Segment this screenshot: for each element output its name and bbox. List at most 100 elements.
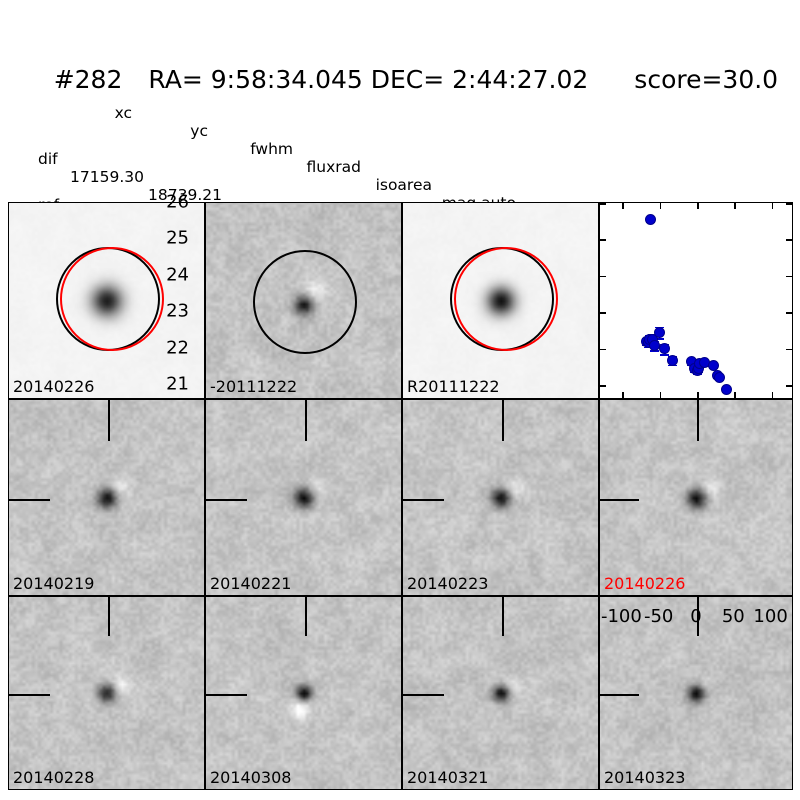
dif-yc: 18739.21 bbox=[148, 186, 222, 204]
ra-value: 9:58:34.045 bbox=[210, 65, 363, 94]
x-axis-tick bbox=[622, 392, 624, 398]
cutout-image bbox=[600, 597, 792, 789]
x-axis-label: 0 bbox=[690, 606, 702, 627]
cutout-panel-20140221[interactable]: 20140221 bbox=[205, 399, 402, 596]
ra-label: RA= bbox=[148, 65, 203, 94]
x-axis-tick bbox=[734, 203, 736, 209]
data-point[interactable] bbox=[721, 384, 733, 396]
crosshair-tick-horizontal bbox=[403, 694, 444, 696]
stats-row-ref: ref 17160.38 18739.68 4.06 2.69 355.00 1… bbox=[0, 178, 800, 394]
crosshair-tick-vertical bbox=[501, 597, 504, 636]
y-axis-tick bbox=[786, 275, 792, 278]
crosshair-tick-horizontal bbox=[600, 694, 639, 696]
data-point[interactable] bbox=[648, 339, 660, 351]
y-axis-label: 21 bbox=[166, 373, 189, 395]
x-axis-tick bbox=[771, 392, 774, 398]
aperture-circle-red bbox=[453, 246, 558, 351]
crosshair-tick-vertical bbox=[304, 597, 307, 636]
y-axis-tick bbox=[600, 239, 606, 241]
cutout-image bbox=[206, 597, 401, 789]
data-point[interactable] bbox=[654, 327, 666, 338]
cutout-panel-20140323[interactable]: 20140323 bbox=[599, 596, 793, 790]
cutout-panel-20140226[interactable]: 20140226 bbox=[599, 399, 793, 596]
aperture-circle-black bbox=[252, 250, 357, 355]
cutout-image bbox=[600, 400, 792, 595]
cutout-date-label: R20111222 bbox=[407, 377, 500, 396]
data-point[interactable] bbox=[645, 213, 657, 225]
y-axis-tick bbox=[600, 203, 606, 205]
dif-xc: 17159.30 bbox=[70, 168, 144, 186]
cutout-panel-20140226[interactable]: 20140226 bbox=[8, 202, 205, 399]
y-axis-tick bbox=[786, 203, 792, 205]
crosshair-tick-vertical bbox=[697, 400, 699, 441]
cutout-grid: 20140226 -20111222 R20111222 20140219 201402… bbox=[8, 192, 793, 790]
crosshair-tick-horizontal bbox=[206, 694, 247, 696]
cutout-panel-R20111222[interactable]: R20111222 bbox=[402, 202, 599, 399]
cutout-date-label: 20140219 bbox=[13, 574, 95, 593]
dec-value: 2:44:27.02 bbox=[452, 65, 589, 94]
cutout-date-label: 20140226 bbox=[13, 377, 95, 396]
data-point[interactable] bbox=[713, 371, 725, 383]
x-axis-tick bbox=[622, 203, 624, 209]
stats-table-header: xc yc fwhm fluxrad isoarea mag auto aper… bbox=[0, 86, 800, 266]
x-axis-tick bbox=[697, 203, 699, 209]
y-axis-label: 26 bbox=[166, 191, 189, 213]
crosshair-tick-horizontal bbox=[600, 498, 639, 501]
error-bar-cap bbox=[655, 338, 665, 340]
cutout-image bbox=[403, 597, 598, 789]
col-fwhm: fwhm bbox=[250, 140, 293, 158]
data-point[interactable] bbox=[666, 355, 678, 367]
cutout-panel-20140308[interactable]: 20140308 bbox=[205, 596, 402, 790]
cutout-image bbox=[403, 400, 598, 595]
x-axis-tick bbox=[659, 203, 662, 209]
x-axis-label: -100 bbox=[600, 606, 642, 627]
crosshair-tick-vertical bbox=[501, 400, 504, 441]
crosshair-tick-horizontal bbox=[403, 498, 444, 501]
cutout-panel-20140228[interactable]: 20140228 bbox=[8, 596, 205, 790]
cutout-date-label: 20140228 bbox=[13, 768, 95, 787]
cutout-date-label: -20111222 bbox=[210, 377, 298, 396]
cutout-panel-20140219[interactable]: 20140219 bbox=[8, 399, 205, 596]
col-isoarea: isoarea bbox=[375, 176, 432, 194]
error-bar-cap bbox=[660, 354, 670, 356]
x-axis-tick bbox=[771, 203, 774, 209]
data-point[interactable] bbox=[659, 343, 671, 355]
x-axis-label: 50 bbox=[721, 606, 745, 627]
page-title: #282 RA= 9:58:34.045 DEC= 2:44:27.02 score… bbox=[0, 36, 800, 123]
col-fluxrad: fluxrad bbox=[306, 158, 361, 176]
y-axis-tick bbox=[786, 348, 792, 351]
y-axis-tick bbox=[786, 312, 792, 314]
error-bar-cap bbox=[649, 350, 659, 352]
y-axis-label: 24 bbox=[166, 264, 189, 286]
y-axis-tick bbox=[600, 385, 606, 387]
x-axis-label: 100 bbox=[753, 606, 788, 627]
crosshair-tick-vertical bbox=[304, 400, 307, 441]
lightcurve-plot[interactable] bbox=[599, 202, 793, 399]
y-axis-label: 25 bbox=[166, 227, 189, 249]
crosshair-tick-horizontal bbox=[9, 694, 50, 696]
crosshair-tick-vertical bbox=[107, 400, 110, 441]
x-axis-tick bbox=[659, 392, 662, 398]
col-xc: xc bbox=[114, 104, 132, 122]
cutout-image bbox=[206, 400, 401, 595]
cutout-date-label: 20140221 bbox=[210, 574, 292, 593]
header-block: #282 RA= 9:58:34.045 DEC= 2:44:27.02 score… bbox=[0, 0, 800, 394]
y-axis-label: 23 bbox=[166, 300, 189, 322]
object-id: #282 bbox=[53, 65, 123, 94]
col-yc: yc bbox=[190, 122, 208, 140]
crosshair-tick-vertical bbox=[107, 597, 110, 636]
y-axis-label: 22 bbox=[166, 337, 189, 359]
cutout-date-label: 20140321 bbox=[407, 768, 489, 787]
cutout-panel-20140223[interactable]: 20140223 bbox=[402, 399, 599, 596]
cutout-panel-20111222[interactable]: -20111222 bbox=[205, 202, 402, 399]
crosshair-tick-horizontal bbox=[9, 498, 50, 501]
y-axis-tick bbox=[600, 275, 606, 278]
cutout-date-label: 20140226 bbox=[604, 574, 686, 593]
crosshair-tick-vertical bbox=[697, 597, 699, 636]
cutout-panel-20140321[interactable]: 20140321 bbox=[402, 596, 599, 790]
x-axis-tick bbox=[697, 392, 699, 398]
y-axis-tick bbox=[786, 239, 792, 241]
y-axis-tick bbox=[600, 312, 606, 314]
cutout-image bbox=[9, 400, 204, 595]
y-axis-tick bbox=[600, 348, 606, 351]
